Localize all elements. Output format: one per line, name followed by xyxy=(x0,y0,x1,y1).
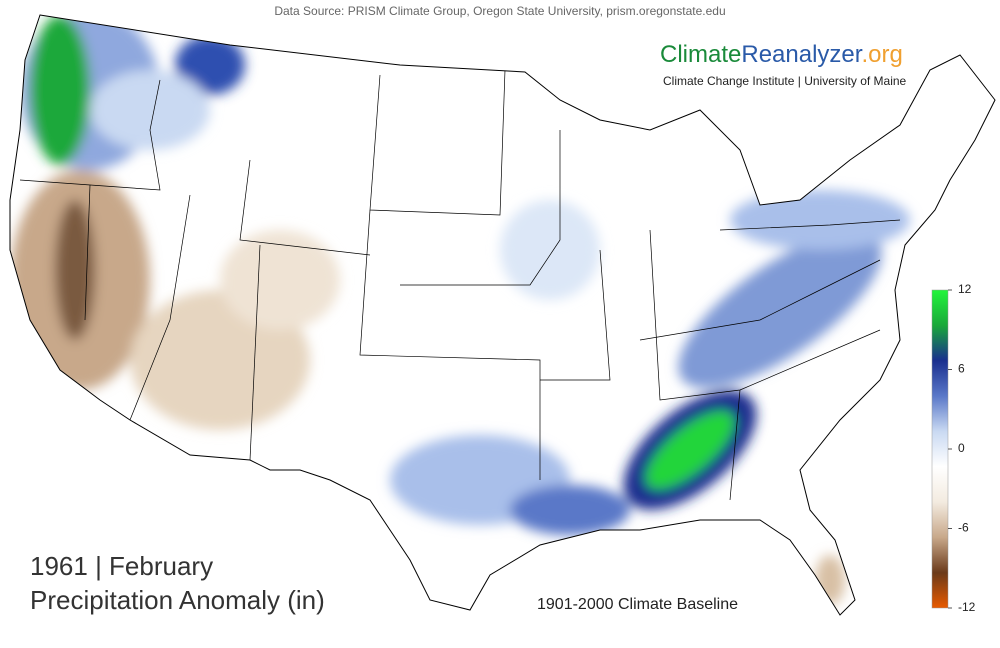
baseline: 1901-2000 Climate Baseline xyxy=(537,596,738,613)
logo-part: Climate xyxy=(660,41,741,68)
institute: Climate Change Institute | University of… xyxy=(663,74,907,88)
colorbar-tick-label: -12 xyxy=(958,600,976,614)
colorbar-ramp xyxy=(931,289,949,609)
logo-part: Reanalyzer xyxy=(741,41,862,68)
colorbar-tick-label: 0 xyxy=(958,441,965,455)
logo-part: .org xyxy=(861,41,902,68)
title-line: 1961 | February xyxy=(30,551,213,581)
colorbar-tick-label: -6 xyxy=(958,521,969,535)
colorbar: 12 6 0 -6 -12 xyxy=(931,282,976,614)
logo: ClimateReanalyzer.org xyxy=(660,41,903,68)
data-source: Data Source: PRISM Climate Group, Oregon… xyxy=(274,4,725,18)
us-map xyxy=(9,14,996,616)
title-line: Precipitation Anomaly (in) xyxy=(30,585,325,615)
colorbar-tick-label: 6 xyxy=(958,362,965,376)
colorbar-tick-label: 12 xyxy=(958,282,972,296)
